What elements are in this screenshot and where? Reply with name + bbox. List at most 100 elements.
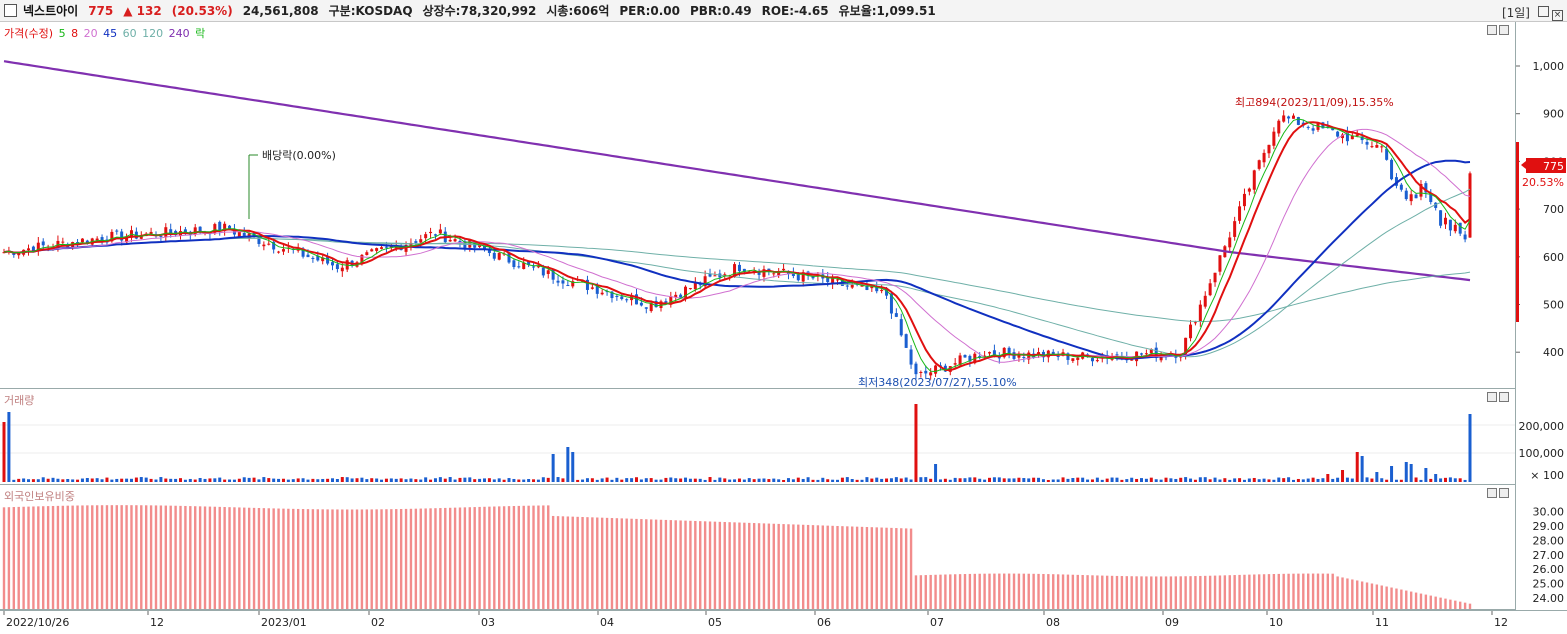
candle-body	[218, 221, 222, 232]
volume-min-icon[interactable]	[1487, 392, 1497, 402]
foreign-bar	[115, 505, 118, 609]
foreign-bar	[694, 520, 697, 609]
foreign-bar	[439, 508, 442, 609]
foreign-panel-controls[interactable]	[1485, 488, 1509, 501]
candle-body	[1291, 115, 1295, 119]
price-tick-label: 600	[1543, 251, 1564, 264]
volume-bar	[1252, 477, 1256, 482]
volume-bar	[458, 477, 462, 482]
foreign-bar	[792, 524, 795, 609]
volume-bar	[566, 447, 570, 482]
foreign-bar	[865, 527, 869, 609]
candle-body	[331, 262, 335, 266]
volume-title: 거래량	[4, 394, 35, 407]
candle-body	[1257, 160, 1261, 169]
volume-panel[interactable]: 거래량	[0, 389, 1515, 485]
volume-panel-controls[interactable]	[1485, 392, 1509, 405]
candle-body	[899, 319, 903, 336]
panel-controls[interactable]	[1485, 25, 1509, 38]
panel-close-icon[interactable]	[1499, 25, 1509, 35]
volume-bar	[51, 477, 55, 482]
foreign-bar	[71, 505, 74, 609]
price-panel[interactable]: 가격(수정) 5 8 20 45 60 120 240 락 배당락(0.00%)…	[0, 22, 1515, 389]
foreign-panel[interactable]: 외국인보유비중	[0, 485, 1515, 610]
volume-bar	[532, 479, 536, 482]
foreign-min-icon[interactable]	[1487, 488, 1497, 498]
volume-bar	[321, 478, 325, 482]
minimize-icon[interactable]	[1537, 6, 1549, 17]
volume-bar	[213, 478, 217, 482]
volume-bar	[615, 477, 619, 482]
foreign-bar	[434, 508, 437, 609]
foreign-bar	[654, 519, 658, 609]
volume-bar	[1434, 474, 1438, 482]
volume-close-icon[interactable]	[1499, 392, 1509, 402]
foreign-bar	[851, 526, 854, 609]
candle-body	[997, 357, 1001, 359]
legend-ma120: 120	[142, 27, 164, 40]
volume-bar	[551, 454, 555, 482]
foreign-bar	[1331, 573, 1334, 609]
foreign-bar	[664, 519, 668, 609]
candle-body	[316, 255, 320, 261]
candle-body	[693, 282, 697, 290]
foreign-bar	[826, 525, 829, 609]
foreign-bar	[1159, 576, 1163, 609]
volume-bar	[1360, 456, 1364, 482]
panel-min-icon[interactable]	[1487, 25, 1497, 35]
period-selector[interactable]: [1일] ×	[1502, 4, 1563, 21]
volume-bar	[487, 478, 491, 482]
price-chart[interactable]: 배당락(0.00%) 최고894(2023/11/09),15.35% 최저34…	[0, 22, 1515, 389]
foreign-bar	[669, 520, 673, 609]
foreign-bar	[409, 508, 413, 609]
foreign-bar	[1027, 573, 1030, 609]
market-cap: 시총:606억	[546, 4, 610, 18]
select-checkbox[interactable]	[4, 4, 17, 17]
candle-body	[370, 249, 374, 252]
candle-body	[1189, 324, 1193, 339]
foreign-close-icon[interactable]	[1499, 488, 1509, 498]
volume-bar	[1130, 477, 1134, 482]
candle-body	[389, 246, 393, 248]
volume-bar	[777, 479, 781, 482]
foreign-tick-label: 29.00	[1533, 520, 1565, 533]
stock-name[interactable]: 넥스트아이	[23, 4, 79, 18]
foreign-bar	[1468, 603, 1472, 609]
foreign-bar	[46, 506, 50, 609]
volume-bar	[836, 479, 840, 482]
candle-body	[571, 281, 575, 287]
foreign-bar	[2, 507, 6, 609]
foreign-bar	[993, 573, 996, 609]
foreign-bar	[797, 524, 800, 609]
foreign-bar	[1316, 573, 1320, 609]
candle-body	[340, 267, 344, 272]
foreign-bar	[1346, 578, 1349, 609]
candle-body	[1252, 170, 1256, 190]
candle-body	[1022, 357, 1026, 359]
ma20-line	[3, 128, 1471, 363]
volume-bar	[1149, 477, 1153, 482]
volume-bar	[644, 478, 648, 482]
volume-bar	[625, 478, 629, 482]
volume-bar	[527, 479, 531, 482]
candle-body	[522, 262, 526, 270]
volume-bar	[855, 479, 859, 482]
foreign-bar	[355, 509, 359, 609]
candle-body	[1218, 255, 1222, 272]
volume-bar	[1424, 468, 1428, 482]
close-icon[interactable]: ×	[1552, 10, 1563, 21]
candle-body	[733, 264, 737, 277]
volume-bar	[105, 477, 109, 482]
volume-bar	[31, 479, 35, 482]
volume-bar	[473, 479, 477, 482]
volume-bar	[674, 478, 678, 482]
foreign-bar	[591, 517, 594, 609]
volume-bar	[1179, 477, 1183, 482]
foreign-bar	[757, 523, 761, 609]
volume-bar	[620, 479, 624, 482]
foreign-bar	[1287, 573, 1290, 609]
foreign-bar	[1105, 575, 1109, 609]
volume-bar	[1159, 479, 1163, 482]
volume-bar	[840, 477, 844, 482]
foreign-bar	[1272, 574, 1276, 609]
